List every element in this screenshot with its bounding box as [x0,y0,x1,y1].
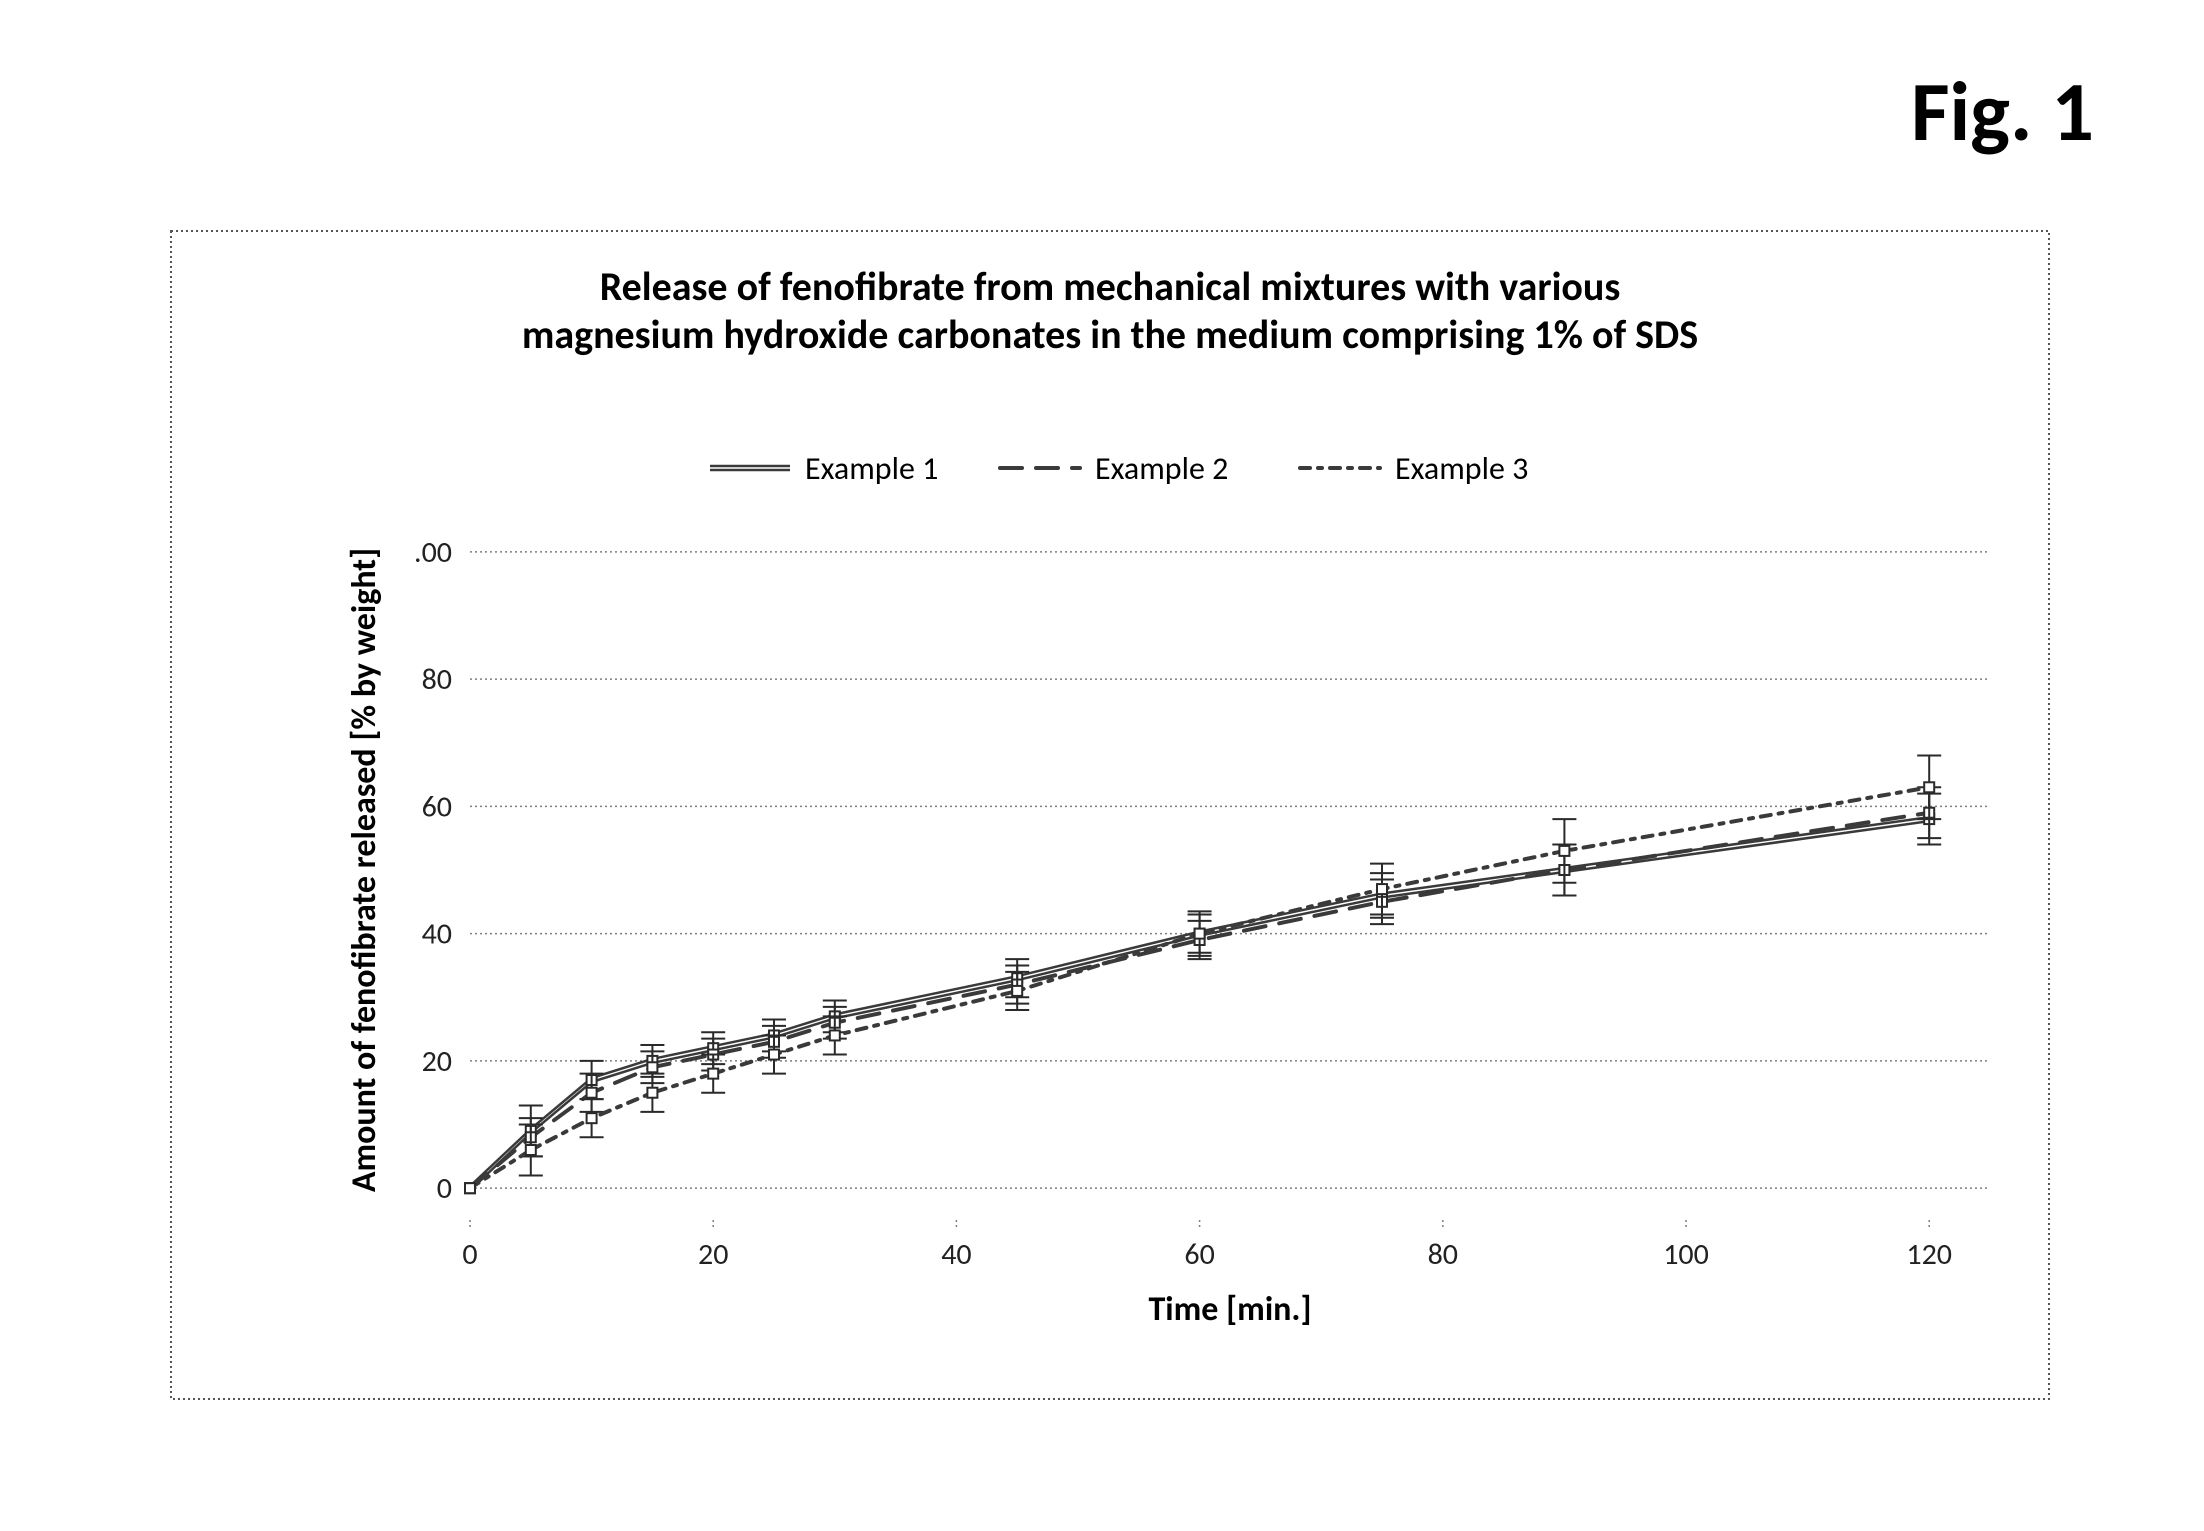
data-marker [1012,986,1022,996]
xtick-label: 40 [941,1236,971,1273]
data-marker [465,1183,475,1193]
legend-label: Example 3 [1395,449,1528,488]
legend-label: Example 2 [1095,449,1228,488]
chart-title: magnesium hydroxide carbonates in the me… [522,310,1698,359]
x-axis-label: Time [min.] [1148,1289,1311,1330]
data-marker [647,1062,657,1072]
y-axis-label: Amount of fenofibrate released [% by wei… [344,548,385,1192]
xtick-label: 20 [698,1236,728,1273]
data-marker [587,1113,597,1123]
ytick-label: 0 [437,1170,452,1207]
data-marker [1559,846,1569,856]
ytick-label: 60 [422,788,452,825]
data-marker [1377,884,1387,894]
xtick-label: 80 [1428,1236,1458,1273]
data-marker [830,1030,840,1040]
data-marker [1924,782,1934,792]
legend-item: Example 3 [1300,449,1528,488]
series-example-2 [465,787,1941,1193]
figure-label: Fig. 1 [1911,60,2094,163]
data-marker [526,1145,536,1155]
xtick-label: 120 [1906,1236,1952,1273]
xtick-label: 100 [1663,1236,1709,1273]
legend-item: Example 1 [710,449,938,488]
legend-item: Example 2 [1000,449,1228,488]
legend-label: Example 1 [805,449,938,488]
ytick-label: 80 [422,661,452,698]
data-marker [587,1088,597,1098]
xtick-label: 60 [1184,1236,1214,1273]
chart-svg: Release of fenofibrate from mechanical m… [170,230,2050,1400]
ytick-label: 20 [422,1043,452,1080]
data-marker [769,1050,779,1060]
chart-container: Release of fenofibrate from mechanical m… [170,230,2050,1400]
chart-title: Release of fenofibrate from mechanical m… [600,262,1621,311]
data-marker [647,1088,657,1098]
ytick-label: .00 [414,534,452,571]
series-example-1 [465,794,1941,1194]
xtick-label: 0 [462,1236,477,1273]
data-marker [1195,929,1205,939]
series-example-3 [465,755,1941,1193]
ytick-label: 40 [422,916,452,953]
data-marker [708,1069,718,1079]
